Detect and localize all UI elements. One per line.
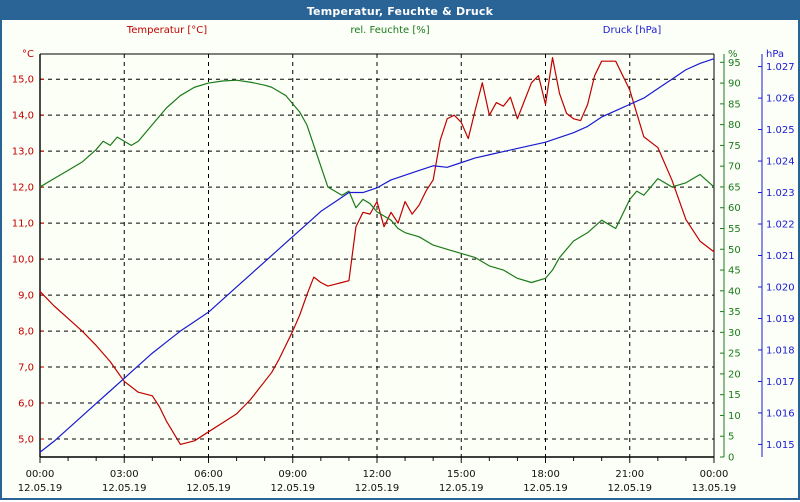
axis-label-left: 11,0: [12, 219, 34, 230]
series-line-humidity: [39, 79, 715, 284]
axis-label-bottom-date: 12.05.19: [102, 483, 147, 494]
axis-label-pressure: 1.015: [766, 440, 795, 451]
axis-label-bottom-date: 12.05.19: [523, 483, 568, 494]
axis-label-humidity: 45: [728, 266, 741, 277]
axis-label-bottom-date: 12.05.19: [439, 483, 484, 494]
axis-label-humidity: 35: [728, 307, 741, 318]
axis-label-humidity: 60: [728, 203, 741, 214]
axis-label-humidity: 10: [728, 411, 741, 422]
axis-label-left: 13,0: [12, 147, 34, 158]
axis-label-left: 12,0: [12, 183, 34, 194]
legend-label-humidity: rel. Feuchte [%]: [350, 24, 430, 36]
axis-label-humidity: 90: [728, 79, 741, 90]
axis-label-bottom-time: 12:00: [363, 469, 392, 480]
axis-label-humidity: 55: [728, 224, 741, 235]
axis-label-bottom-time: 00:00: [700, 469, 729, 480]
axis-label-left: 9,0: [18, 291, 34, 302]
axis-label-humidity: 20: [728, 369, 741, 380]
axis-label-humidity: 0: [728, 453, 734, 464]
axis-label-bottom-time: 00:00: [26, 469, 55, 480]
axis-label-humidity: 65: [728, 182, 741, 193]
axis-label-left: 15,0: [12, 75, 34, 86]
axis-label-bottom-date: 12.05.19: [186, 483, 231, 494]
axis-unit-humidity: %: [728, 49, 738, 60]
axis-label-humidity: 75: [728, 141, 741, 152]
axis-label-bottom-date: 12.05.19: [607, 483, 652, 494]
legend-label-temperature: Temperatur [°C]: [126, 24, 208, 36]
axis-label-bottom-date: 12.05.19: [270, 483, 315, 494]
window-title: Temperatur, Feuchte & Druck: [306, 4, 494, 18]
axis-label-pressure: 1.024: [766, 157, 795, 168]
axis-label-humidity: 95: [728, 58, 741, 69]
axis-label-humidity: 70: [728, 162, 741, 173]
axis-label-bottom-time: 21:00: [615, 469, 644, 480]
axis-label-bottom-time: 18:00: [531, 469, 560, 480]
axis-label-pressure: 1.020: [766, 282, 795, 293]
axis-label-pressure: 1.026: [766, 94, 795, 105]
window-title-bar: Temperatur, Feuchte & Druck: [2, 2, 798, 20]
axis-label-pressure: 1.018: [766, 345, 795, 356]
axis-label-humidity: 5: [728, 432, 734, 443]
axis-label-humidity: 85: [728, 99, 741, 110]
axis-label-humidity: 30: [728, 328, 741, 339]
axis-unit-pressure: hPa: [766, 49, 784, 60]
axis-label-pressure: 1.019: [766, 314, 795, 325]
axis-label-pressure: 1.017: [766, 377, 795, 388]
axis-label-bottom-date: 12.05.19: [18, 483, 63, 494]
axis-label-left: 5,0: [18, 435, 34, 446]
axis-label-left: 10,0: [12, 255, 34, 266]
axis-label-bottom-date: 13.05.19: [692, 483, 737, 494]
axis-label-humidity: 15: [728, 390, 741, 401]
legend-label-pressure: Druck [hPa]: [602, 24, 662, 36]
legend-item-humidity: rel. Feuchte [%]: [285, 22, 495, 38]
axis-unit-left: °C: [22, 49, 34, 60]
axis-label-left: 6,0: [18, 399, 34, 410]
axis-label-bottom-time: 06:00: [194, 469, 223, 480]
axis-label-pressure: 1.021: [766, 251, 795, 262]
grid-lines: [40, 54, 714, 457]
legend-item-pressure: Druck [hPa]: [527, 22, 737, 38]
axis-label-bottom-date: 12.05.19: [355, 483, 400, 494]
axis-label-humidity: 40: [728, 286, 741, 297]
axis-label-bottom-time: 15:00: [447, 469, 476, 480]
axis-label-pressure: 1.016: [766, 408, 795, 419]
axis-label-humidity: 25: [728, 349, 741, 360]
series-line-temperature: [39, 56, 715, 446]
axis-label-pressure: 1.022: [766, 220, 795, 231]
axis-label-bottom-time: 09:00: [278, 469, 307, 480]
axis-label-bottom-time: 03:00: [110, 469, 139, 480]
axis-label-humidity: 80: [728, 120, 741, 131]
axis-label-humidity: 50: [728, 245, 741, 256]
axis-label-pressure: 1.023: [766, 188, 795, 199]
legend-item-temperature: Temperatur [°C]: [62, 22, 272, 38]
axis-label-pressure: 1.025: [766, 125, 795, 136]
axis-label-left: 14,0: [12, 111, 34, 122]
axis-label-left: 7,0: [18, 363, 34, 374]
series-line-pressure: [39, 58, 715, 453]
axis-label-left: 8,0: [18, 327, 34, 338]
axis-label-pressure: 1.027: [766, 62, 795, 73]
